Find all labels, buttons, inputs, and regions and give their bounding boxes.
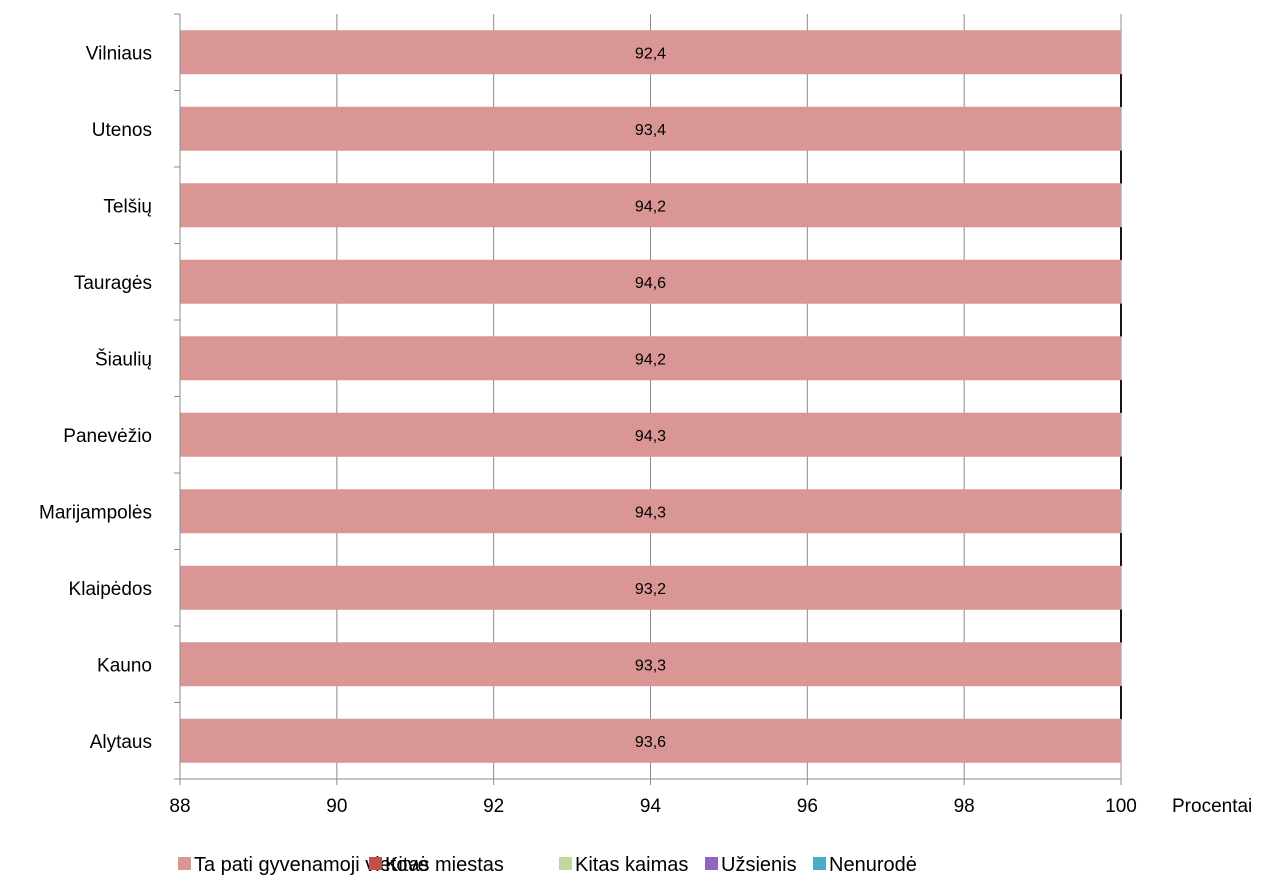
legend-label: Užsienis <box>721 854 797 876</box>
category-label-klaipedos: Klaipėdos <box>69 579 152 600</box>
category-label-utenos: Utenos <box>92 120 152 141</box>
x-tick-label: 88 <box>169 796 190 817</box>
bar-ta-pati-gyvenamoji-vietove-panevezio <box>180 412 1121 457</box>
bar-ta-pati-gyvenamoji-vietove-vilniaus <box>180 30 1121 75</box>
legend-swatch <box>369 857 382 870</box>
bar-ta-pati-gyvenamoji-vietove-siauliu <box>180 336 1121 381</box>
bar-ta-pati-gyvenamoji-vietove-klaipedos <box>180 565 1121 610</box>
data-label-ta-pati-gyvenamoji-vietove-panevezio: 94,3 <box>635 428 666 445</box>
bars <box>180 30 1121 763</box>
bar-ta-pati-gyvenamoji-vietove-telsiu <box>180 183 1121 228</box>
legend-item-nenurode: Nenurodė <box>813 854 917 876</box>
legend-swatch <box>178 857 191 870</box>
legend-swatch <box>559 857 572 870</box>
data-label-ta-pati-gyvenamoji-vietove-siauliu: 94,2 <box>635 351 666 368</box>
category-label-marijampoles: Marijampolės <box>39 502 152 523</box>
bar-ta-pati-gyvenamoji-vietove-kauno <box>180 642 1121 687</box>
bar-ta-pati-gyvenamoji-vietove-alytaus <box>180 718 1121 763</box>
bar-ta-pati-gyvenamoji-vietove-taurages <box>180 259 1121 304</box>
category-label-alytaus: Alytaus <box>90 732 152 753</box>
data-label-ta-pati-gyvenamoji-vietove-klaipedos: 93,2 <box>635 581 666 598</box>
axes <box>174 13 1122 785</box>
legend-label: Kitas kaimas <box>575 854 688 876</box>
x-tick-label: 92 <box>483 796 504 817</box>
legend-label: Nenurodė <box>829 854 917 876</box>
data-label-ta-pati-gyvenamoji-vietove-telsiu: 94,2 <box>635 198 666 215</box>
category-label-siauliu: Šiaulių <box>95 348 152 370</box>
bar-ta-pati-gyvenamoji-vietove-marijampoles <box>180 489 1121 534</box>
category-label-vilniaus: Vilniaus <box>86 43 152 64</box>
legend-swatch <box>705 857 718 870</box>
category-label-taurages: Tauragės <box>74 273 152 294</box>
data-label-ta-pati-gyvenamoji-vietove-kauno: 93,3 <box>635 657 666 674</box>
bar-ta-pati-gyvenamoji-vietove-utenos <box>180 106 1121 151</box>
category-label-telsiu: Telšių <box>103 196 152 217</box>
x-tick-labels: 88 90 92 94 96 98 100 <box>169 796 1136 817</box>
x-tick-label: 94 <box>640 796 662 817</box>
category-labels: Vilniaus Utenos Telšių Tauragės Šiaulių Panev… <box>39 43 152 753</box>
data-label-ta-pati-gyvenamoji-vietove-vilniaus: 92,4 <box>635 45 666 62</box>
x-tick-label: 98 <box>954 796 975 817</box>
data-label-ta-pati-gyvenamoji-vietove-taurages: 94,6 <box>635 275 666 292</box>
x-tick-label: 90 <box>326 796 347 817</box>
legend-item-kitas-kaimas: Kitas kaimas <box>559 854 688 876</box>
data-labels: 92,41,00,40,65,793,42,00,50,33,894,21,50… <box>635 45 666 751</box>
category-label-kauno: Kauno <box>97 655 152 676</box>
x-axis-unit-label: Procentai <box>1172 796 1252 817</box>
legend-label: Kitas miestas <box>385 854 504 876</box>
legend-swatch <box>813 857 826 870</box>
x-tick-label: 96 <box>797 796 818 817</box>
data-label-ta-pati-gyvenamoji-vietove-marijampoles: 94,3 <box>635 504 666 521</box>
x-tick-label: 100 <box>1105 796 1137 817</box>
legend-item-kitas-miestas: Kitas miestas <box>369 854 504 876</box>
legend-item-uzsienis: Užsienis <box>705 854 797 876</box>
data-label-ta-pati-gyvenamoji-vietove-utenos: 93,4 <box>635 122 666 139</box>
data-label-ta-pati-gyvenamoji-vietove-alytaus: 93,6 <box>635 734 666 751</box>
category-label-panevezio: Panevėžio <box>63 426 152 447</box>
